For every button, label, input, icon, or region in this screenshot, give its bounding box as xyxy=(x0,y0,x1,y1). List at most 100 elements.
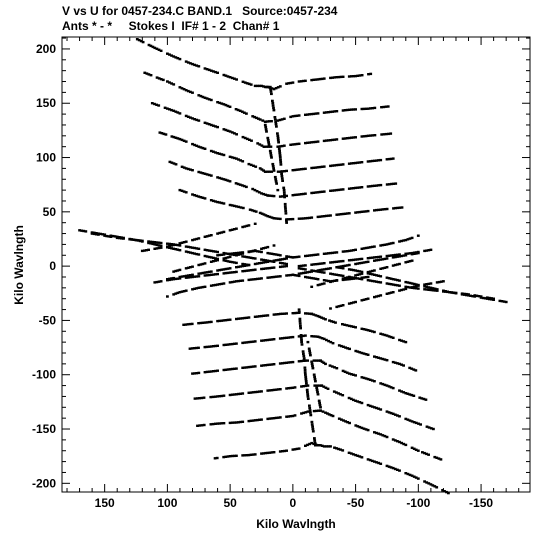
data-point xyxy=(212,284,215,287)
data-point xyxy=(270,451,274,454)
data-point xyxy=(239,279,242,282)
data-point xyxy=(212,370,215,373)
data-point xyxy=(310,216,314,219)
data-point xyxy=(350,136,353,139)
data-point xyxy=(307,347,311,350)
data-point xyxy=(241,264,245,268)
data-point xyxy=(205,274,209,277)
data-point xyxy=(341,109,345,112)
data-point xyxy=(203,262,207,265)
axis-ticks xyxy=(62,37,530,492)
data-point xyxy=(400,363,403,366)
data-point xyxy=(406,260,410,263)
data-point xyxy=(322,282,326,285)
data-point xyxy=(163,106,167,109)
data-point xyxy=(184,114,188,118)
data-point xyxy=(289,336,293,339)
data-point xyxy=(347,324,351,328)
data-point xyxy=(345,250,349,253)
data-point xyxy=(272,388,276,392)
data-point xyxy=(316,269,320,272)
data-point xyxy=(272,259,276,262)
data-point xyxy=(216,71,219,74)
data-point xyxy=(247,453,251,457)
data-point xyxy=(224,178,228,182)
data-point xyxy=(272,313,276,316)
data-point xyxy=(352,398,355,402)
data-point xyxy=(341,369,345,373)
data-point xyxy=(406,285,410,289)
data-point xyxy=(314,444,317,447)
data-point xyxy=(289,386,293,390)
data-point xyxy=(170,247,173,250)
data-point xyxy=(310,312,314,316)
data-point xyxy=(201,321,205,324)
data-point xyxy=(317,399,321,402)
data-point xyxy=(241,270,245,273)
data-point xyxy=(220,319,224,322)
data-point xyxy=(262,145,266,148)
data-point xyxy=(381,208,385,211)
data-point xyxy=(329,110,332,114)
data-point xyxy=(266,451,270,455)
data-point xyxy=(191,142,194,146)
data-point xyxy=(278,416,282,419)
data-point xyxy=(205,249,209,252)
data-point xyxy=(159,246,163,249)
data-point xyxy=(416,449,420,452)
data-point xyxy=(406,472,410,476)
data-point xyxy=(398,284,401,287)
data-point xyxy=(354,326,357,329)
data-point xyxy=(268,363,272,366)
data-point xyxy=(299,80,303,83)
data-point xyxy=(235,266,238,269)
data-point xyxy=(237,205,241,209)
data-point xyxy=(176,291,180,295)
data-point xyxy=(316,191,320,194)
data-point xyxy=(327,214,330,217)
data-point xyxy=(330,320,333,323)
data-point xyxy=(302,352,305,355)
data-point xyxy=(373,209,376,212)
data-point xyxy=(366,107,370,110)
data-point xyxy=(201,285,205,289)
data-point xyxy=(379,281,383,284)
data-point xyxy=(304,384,308,388)
data-point xyxy=(322,279,326,282)
data-point xyxy=(412,475,416,478)
data-point xyxy=(235,78,238,81)
data-point xyxy=(335,260,339,263)
data-point xyxy=(410,446,414,449)
data-point xyxy=(216,254,219,257)
data-point xyxy=(303,366,307,369)
data-point xyxy=(354,262,357,266)
data-point xyxy=(500,300,504,303)
data-point xyxy=(222,128,226,131)
data-point xyxy=(375,406,378,410)
data-point xyxy=(352,162,355,165)
data-point xyxy=(195,64,199,67)
data-point xyxy=(362,135,366,138)
data-point xyxy=(264,193,268,196)
data-point xyxy=(429,288,433,292)
data-point xyxy=(145,249,148,252)
data-point xyxy=(191,246,194,249)
data-point xyxy=(186,89,190,93)
data-point xyxy=(343,278,347,281)
data-point xyxy=(370,245,374,249)
data-point xyxy=(280,118,284,121)
data-point xyxy=(320,444,324,447)
data-point xyxy=(245,224,249,228)
data-point xyxy=(429,286,433,289)
data-point xyxy=(396,206,400,210)
data-point xyxy=(180,165,184,168)
data-point xyxy=(251,187,255,191)
data-point xyxy=(176,248,180,251)
data-point xyxy=(241,251,245,254)
data-point xyxy=(270,120,273,123)
data-point xyxy=(234,108,238,111)
data-point xyxy=(343,323,347,326)
data-point xyxy=(364,246,368,250)
data-point xyxy=(147,240,150,243)
data-point xyxy=(257,117,260,120)
